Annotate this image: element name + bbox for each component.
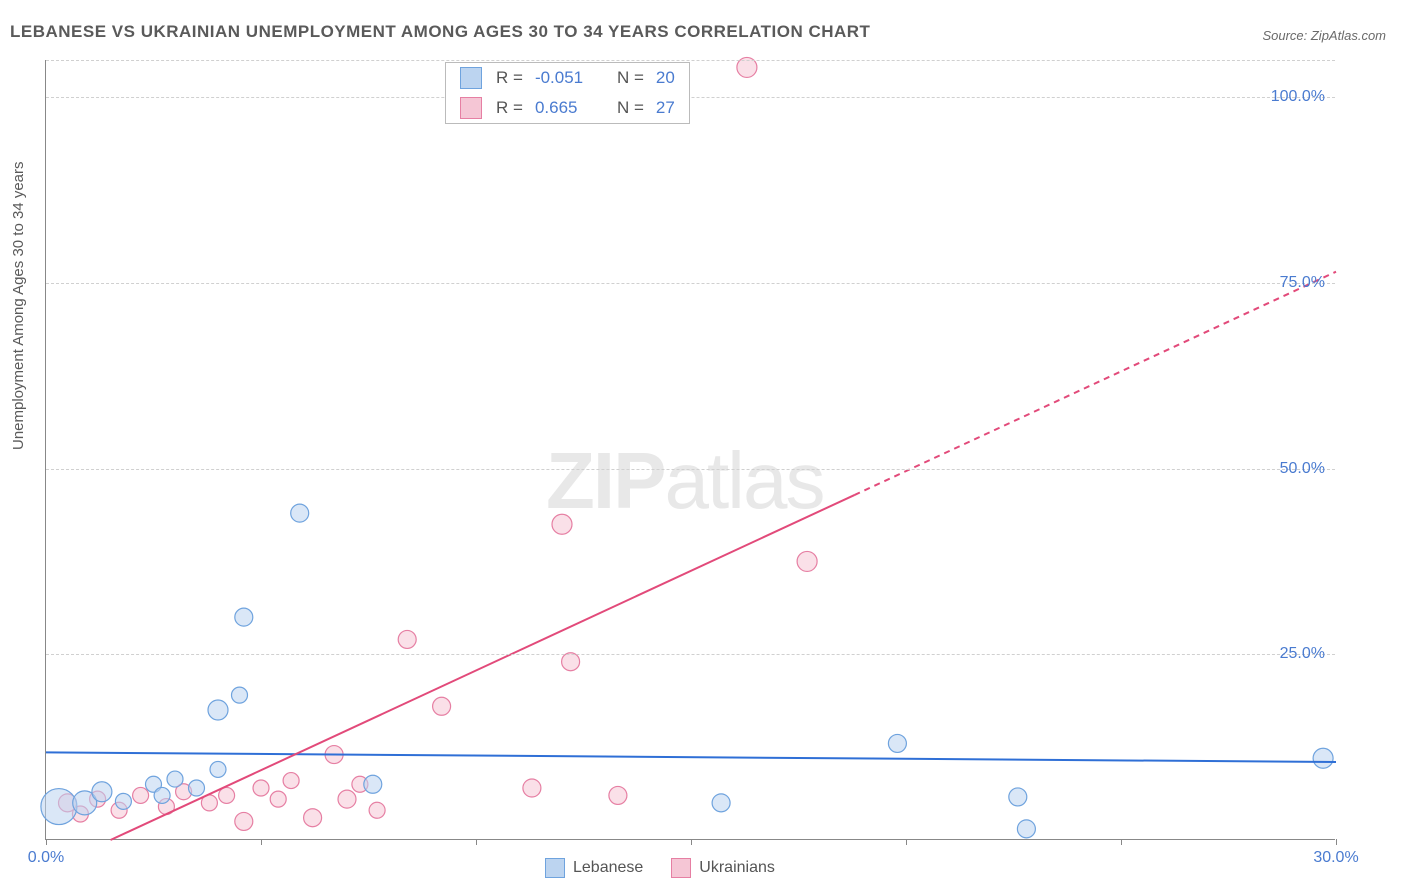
bottom-legend: Lebanese Ukrainians [545, 858, 775, 878]
data-point [562, 653, 580, 671]
data-point [609, 786, 627, 804]
data-point [1313, 748, 1333, 768]
data-point [712, 794, 730, 812]
n-label: N = [617, 98, 644, 118]
data-point [253, 780, 269, 796]
gridline [46, 97, 1335, 98]
chart-title: LEBANESE VS UKRAINIAN UNEMPLOYMENT AMONG… [10, 22, 870, 42]
legend-swatch-lebanese [545, 858, 565, 878]
plot-area: ZIPatlas 25.0%50.0%75.0%100.0%0.0%30.0% [45, 60, 1335, 840]
swatch-lebanese [460, 67, 482, 89]
data-point [552, 514, 572, 534]
data-point [433, 697, 451, 715]
data-point [523, 779, 541, 797]
data-point [283, 773, 299, 789]
data-point [189, 780, 205, 796]
plot-svg [46, 60, 1335, 839]
data-point [270, 791, 286, 807]
legend-item-ukrainians: Ukrainians [671, 858, 775, 878]
data-point [1009, 788, 1027, 806]
gridline [46, 469, 1335, 470]
data-point [41, 789, 77, 825]
legend-swatch-ukrainians [671, 858, 691, 878]
r-label: R = [496, 98, 523, 118]
y-tick-label: 75.0% [1280, 274, 1325, 292]
data-point [235, 812, 253, 830]
legend-label-ukrainians: Ukrainians [699, 859, 775, 877]
x-tick-label: 0.0% [28, 849, 64, 867]
y-axis-label: Unemployment Among Ages 30 to 34 years [10, 161, 27, 450]
stats-row-lebanese: R = -0.051 N = 20 [446, 63, 689, 93]
stats-row-ukrainians: R = 0.665 N = 27 [446, 93, 689, 123]
data-point [232, 687, 248, 703]
data-point [115, 793, 131, 809]
data-point [364, 775, 382, 793]
x-tick [1336, 839, 1337, 845]
x-tick [906, 839, 907, 845]
x-tick [46, 839, 47, 845]
n-value-lebanese: 20 [656, 68, 675, 88]
y-tick-label: 100.0% [1271, 88, 1325, 106]
y-tick-label: 50.0% [1280, 460, 1325, 478]
x-tick [261, 839, 262, 845]
data-point [291, 504, 309, 522]
source-label: Source: ZipAtlas.com [1262, 28, 1386, 43]
data-point [338, 790, 356, 808]
gridline [46, 60, 1335, 61]
data-point [1017, 820, 1035, 838]
x-tick [1121, 839, 1122, 845]
data-point [888, 734, 906, 752]
data-point [235, 608, 253, 626]
x-tick [476, 839, 477, 845]
trend-line [854, 272, 1336, 495]
x-tick [691, 839, 692, 845]
data-point [210, 761, 226, 777]
stats-legend: R = -0.051 N = 20 R = 0.665 N = 27 [445, 62, 690, 124]
x-tick-label: 30.0% [1313, 849, 1358, 867]
data-point [398, 630, 416, 648]
data-point [304, 809, 322, 827]
data-point [167, 771, 183, 787]
swatch-ukrainians [460, 97, 482, 119]
gridline [46, 283, 1335, 284]
legend-item-lebanese: Lebanese [545, 858, 643, 878]
data-point [92, 782, 112, 802]
legend-label-lebanese: Lebanese [573, 859, 643, 877]
r-value-ukrainians: 0.665 [535, 98, 593, 118]
data-point [133, 787, 149, 803]
data-point [369, 802, 385, 818]
r-label: R = [496, 68, 523, 88]
trend-line [46, 752, 1336, 762]
n-label: N = [617, 68, 644, 88]
data-point [797, 551, 817, 571]
data-point [208, 700, 228, 720]
data-point [154, 787, 170, 803]
y-tick-label: 25.0% [1280, 645, 1325, 663]
trend-line [111, 495, 855, 840]
gridline [46, 654, 1335, 655]
n-value-ukrainians: 27 [656, 98, 675, 118]
r-value-lebanese: -0.051 [535, 68, 593, 88]
